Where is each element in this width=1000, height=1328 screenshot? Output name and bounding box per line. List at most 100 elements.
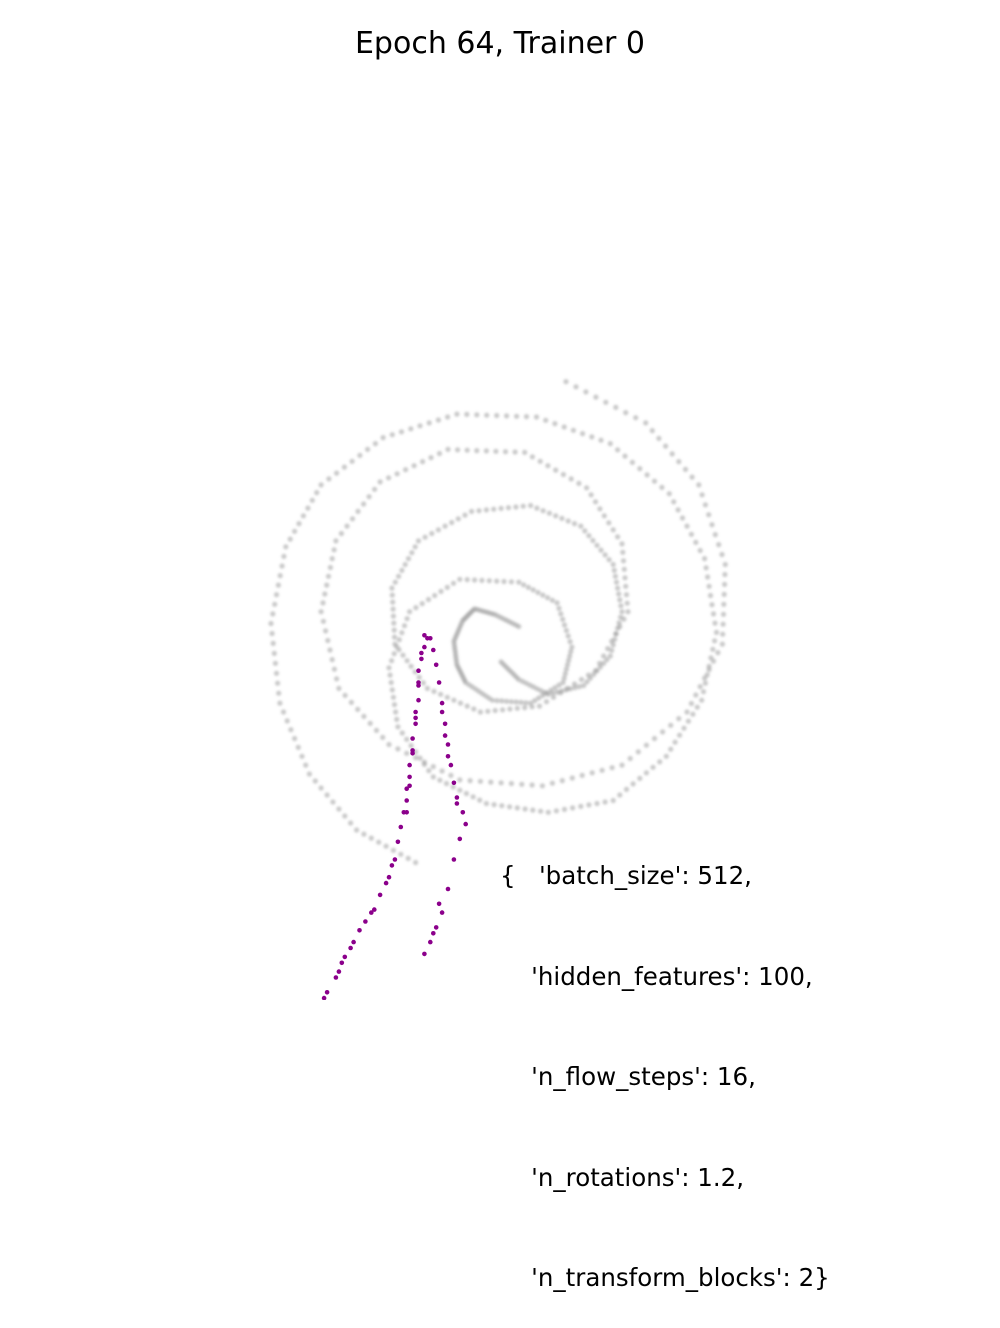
target-point (398, 851, 404, 857)
target-point (295, 744, 301, 751)
target-point (565, 633, 571, 639)
target-point (392, 579, 398, 585)
target-point (508, 699, 514, 705)
target-point (299, 753, 305, 759)
target-point (688, 700, 695, 707)
target-point (394, 471, 400, 477)
target-point (699, 697, 705, 703)
config-line-batch-size: { 'batch_size': 512, (500, 861, 752, 890)
target-point (635, 749, 641, 755)
target-point (619, 609, 625, 615)
sample-point (445, 886, 451, 892)
target-point (588, 492, 594, 498)
target-point (556, 682, 562, 688)
target-point (445, 414, 451, 420)
target-point (623, 410, 629, 416)
target-point (688, 531, 695, 537)
target-point (534, 505, 540, 511)
target-point (540, 592, 546, 598)
sample-point (363, 919, 368, 924)
sample-point (404, 798, 410, 803)
target-point (471, 706, 477, 712)
target-point (523, 414, 530, 420)
target-point (507, 706, 513, 712)
sample-point (351, 939, 356, 945)
target-point (341, 464, 347, 470)
target-point (613, 579, 620, 585)
target-point (333, 538, 339, 544)
target-point (325, 573, 332, 579)
target-point (619, 541, 625, 547)
target-point (676, 716, 682, 722)
target-point (549, 780, 556, 786)
target-point (348, 820, 354, 826)
target-point (561, 675, 567, 681)
target-point (560, 616, 566, 623)
target-point (681, 725, 687, 731)
target-point (581, 682, 587, 689)
target-point (474, 448, 480, 454)
target-point (706, 663, 712, 669)
config-line-hidden-features: 'hidden_features': 100, (500, 961, 813, 991)
target-point (366, 494, 372, 500)
target-point (682, 466, 689, 472)
target-point (602, 552, 608, 558)
target-point (689, 474, 695, 480)
target-point (536, 703, 543, 709)
target-point (444, 694, 450, 700)
target-point (476, 508, 482, 514)
sample-point (410, 736, 415, 741)
target-point (623, 786, 630, 793)
sample-point (457, 836, 463, 842)
target-point (281, 553, 287, 560)
target-point (530, 587, 536, 593)
sample-point (419, 656, 424, 662)
sample-point (416, 680, 421, 685)
target-point (607, 441, 613, 447)
target-point (437, 777, 443, 783)
target-point (615, 447, 621, 453)
target-point (499, 803, 505, 809)
target-point (405, 855, 411, 862)
target-point (426, 420, 432, 426)
target-point (584, 679, 590, 685)
target-point (659, 484, 665, 490)
target-point (325, 637, 331, 644)
target-point (561, 806, 568, 813)
sample-point (454, 795, 460, 800)
target-point (545, 463, 551, 469)
target-point (336, 685, 342, 692)
target-point (401, 623, 408, 629)
target-point (601, 660, 607, 666)
sample-point (442, 733, 448, 738)
target-point (329, 657, 335, 663)
target-point (580, 431, 586, 437)
sample-point (339, 960, 345, 966)
target-point (604, 657, 610, 663)
target-point (483, 800, 489, 807)
target-point (513, 699, 519, 705)
target-point (617, 623, 623, 630)
target-point (677, 732, 683, 738)
target-point (684, 709, 690, 715)
target-point (693, 539, 699, 546)
target-point (443, 780, 450, 787)
sample-point (377, 892, 383, 898)
target-point (273, 670, 280, 676)
target-point (276, 690, 282, 696)
target-point (579, 772, 585, 779)
target-point (420, 459, 426, 465)
target-point (567, 639, 573, 645)
target-point (498, 780, 504, 786)
config-annotation: { 'batch_size': 512, 'hidden_features': … (500, 792, 830, 1328)
target-point (309, 497, 315, 503)
target-point (421, 761, 427, 768)
target-point (702, 556, 708, 562)
target-point (703, 565, 709, 571)
sample-point (445, 742, 451, 747)
target-point (603, 399, 609, 405)
target-point (630, 781, 636, 787)
target-point (312, 778, 318, 784)
sample-point (422, 644, 427, 650)
target-point (368, 835, 374, 841)
